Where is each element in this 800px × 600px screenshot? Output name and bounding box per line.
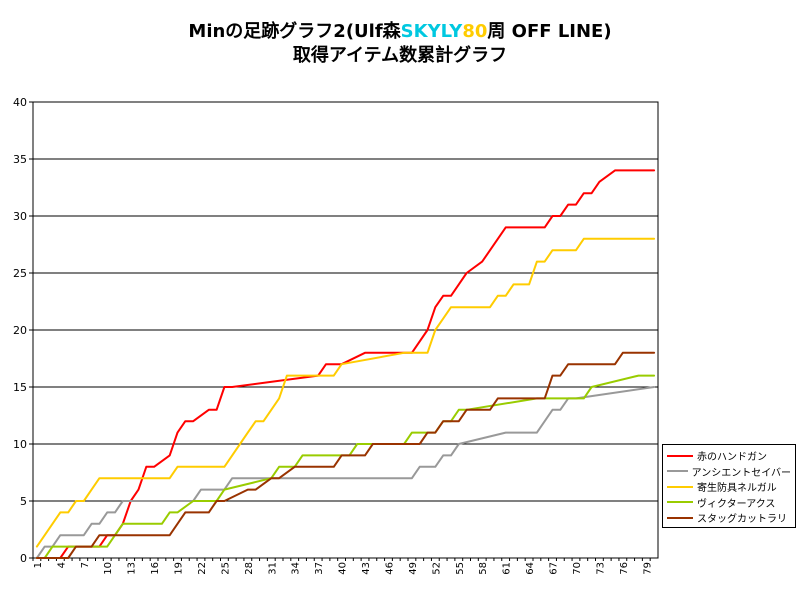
x-tick-label-34: 34 [291, 562, 302, 575]
x-tick-label-52: 52 [431, 562, 442, 575]
x-tick-label-7: 7 [80, 562, 91, 568]
x-tick-label-31: 31 [267, 562, 278, 575]
x-tick-label-25: 25 [220, 562, 231, 575]
legend-item-3: 寄生防具ネルガル [667, 479, 791, 495]
chart-title-line-1: Minの足跡グラフ2(Ulf森SKYLY80周 OFF LINE) [0, 20, 800, 44]
x-tick-label-19: 19 [174, 562, 185, 575]
x-tick-label-22: 22 [197, 562, 208, 575]
legend-label-3: 寄生防具ネルガル [697, 483, 777, 495]
x-tick-label-16: 16 [150, 562, 161, 575]
legend-swatch-2 [667, 470, 688, 473]
x-tick-label-13: 13 [127, 562, 138, 575]
x-tick-label-73: 73 [595, 562, 606, 575]
legend-label-1: 赤のハンドガン [697, 452, 767, 464]
x-tick-label-79: 79 [642, 562, 653, 575]
series-line-1 [35, 169, 656, 559]
legend-swatch-1 [667, 454, 693, 457]
series-line-3 [35, 237, 656, 548]
legend-item-4: ヴィクターアクス [667, 495, 791, 511]
legend-label-2: アンシエントセイバー [691, 467, 791, 479]
series-line-5 [35, 351, 656, 559]
x-tick-label-37: 37 [314, 562, 325, 575]
x-tick-label-46: 46 [384, 562, 395, 575]
x-tick-label-28: 28 [244, 562, 255, 575]
legend-label-4: ヴィクターアクス [697, 498, 776, 510]
x-tick-label-76: 76 [619, 562, 630, 575]
x-tick-label-67: 67 [549, 562, 560, 575]
x-tick-label-64: 64 [525, 562, 536, 575]
x-tick-label-61: 61 [502, 562, 513, 575]
x-tick-label-40: 40 [338, 562, 349, 575]
legend-swatch-5 [667, 516, 693, 519]
title-part-3: 80 [462, 21, 488, 42]
y-tick-label-20: 20 [13, 324, 27, 337]
y-tick-label-15: 15 [13, 381, 27, 394]
chart-title: Minの足跡グラフ2(Ulf森SKYLY80周 OFF LINE) 取得アイテム… [0, 20, 800, 68]
series-line-4 [35, 374, 656, 559]
y-tick-label-0: 0 [20, 552, 27, 565]
legend-swatch-3 [667, 485, 693, 488]
x-tick-label-49: 49 [408, 562, 419, 575]
x-tick-label-55: 55 [455, 562, 466, 575]
legend-item-5: スタッグカットラリ [667, 510, 791, 526]
x-tick-label-1: 1 [33, 562, 44, 568]
series-line-2 [35, 386, 656, 559]
title-part-2: SKYLY [400, 21, 463, 42]
y-tick-label-10: 10 [13, 438, 27, 451]
y-tick-label-30: 30 [13, 210, 27, 223]
legend-label-5: スタッグカットラリ [697, 514, 787, 526]
chart-title-line-2: 取得アイテム数累計グラフ [292, 45, 508, 66]
legend: 赤のハンドガンアンシエントセイバー寄生防具ネルガル ヴィクターアクス スタッグカット… [662, 444, 796, 528]
title-part-1: Minの足跡グラフ2(Ulf森 [188, 21, 401, 42]
y-tick-label-25: 25 [13, 267, 27, 280]
y-tick-label-35: 35 [13, 153, 27, 166]
x-tick-label-10: 10 [103, 562, 114, 575]
x-tick-label-58: 58 [478, 562, 489, 575]
y-tick-label-5: 5 [20, 495, 27, 508]
legend-swatch-4 [667, 501, 693, 504]
y-tick-label-40: 40 [13, 96, 27, 109]
x-tick-label-4: 4 [56, 562, 67, 568]
x-tick-label-70: 70 [572, 562, 583, 575]
legend-item-2: アンシエントセイバー [667, 464, 791, 480]
legend-item-1: 赤のハンドガン [667, 448, 791, 464]
title-part-4: 周 OFF LINE) [487, 21, 612, 42]
x-tick-label-43: 43 [361, 562, 372, 575]
